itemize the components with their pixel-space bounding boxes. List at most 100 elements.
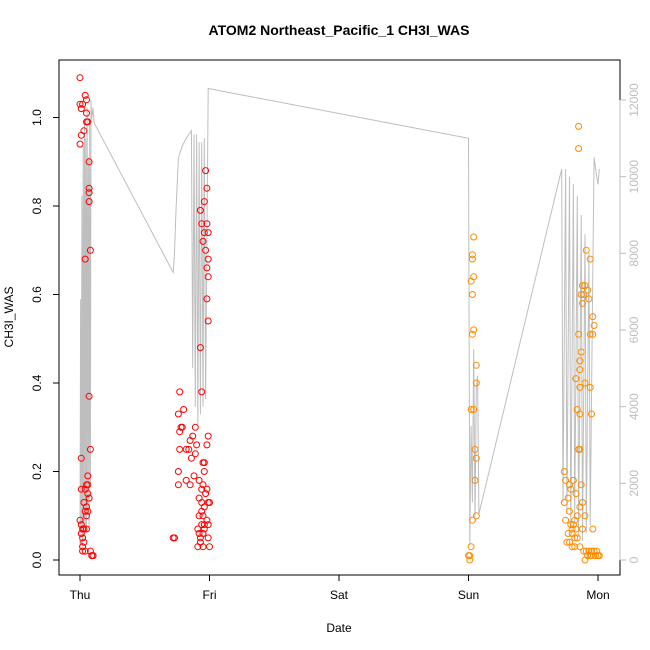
data-point [195, 476, 203, 484]
y-tick-label: 1.0 [30, 109, 44, 126]
data-point [195, 512, 203, 520]
data-point [586, 552, 594, 560]
data-point [200, 229, 208, 237]
data-point [467, 543, 475, 551]
data-point [83, 512, 90, 520]
data-point [576, 543, 584, 551]
data-point [202, 490, 210, 498]
y2-tick-label: 12000 [627, 83, 641, 117]
x-tick-label: Fri [203, 588, 217, 602]
data-point [200, 521, 208, 529]
data-point [581, 556, 589, 564]
data-point [203, 184, 211, 192]
data-point [562, 476, 570, 484]
data-point [76, 516, 84, 524]
data-point [594, 552, 602, 560]
data-point [77, 454, 85, 462]
data-point [470, 326, 478, 334]
data-point [85, 158, 93, 166]
data-point [567, 521, 575, 529]
data-point [202, 246, 210, 254]
data-point [84, 507, 92, 515]
data-point [576, 366, 584, 374]
data-point [575, 145, 583, 152]
data-point [187, 454, 195, 462]
data-point [467, 277, 475, 285]
data-point [468, 330, 476, 338]
data-point [575, 122, 583, 130]
data-point [585, 295, 593, 303]
chart-title: ATOM2 Northeast_Pacific_1 CH3I_WAS [209, 22, 470, 38]
data-point [204, 499, 212, 506]
data-point [582, 547, 590, 555]
data-point [577, 348, 585, 356]
data-point [204, 521, 212, 529]
data-point [176, 388, 184, 396]
data-point [86, 445, 94, 453]
x-tick-label: Thu [70, 588, 91, 602]
y-tick-label: 0.2 [30, 463, 44, 480]
data-point [575, 330, 583, 338]
data-point [560, 499, 568, 506]
data-point [76, 74, 84, 82]
x-axis: Thu Fri Sat Sun Mon [70, 574, 610, 602]
y2-tick-label: 6000 [627, 316, 641, 343]
data-point [200, 468, 208, 475]
data-point [465, 552, 472, 560]
y-axis-left: 0.0 0.2 0.4 0.6 0.8 1.0 [30, 109, 60, 568]
data-point [204, 317, 212, 325]
data-point [84, 490, 92, 498]
data-point [467, 406, 475, 413]
data-point [203, 441, 211, 449]
data-point [581, 512, 589, 520]
y-axis-right: 0 2000 4000 6000 8000 10000 12000 [619, 83, 641, 563]
data-point [195, 530, 203, 537]
data-point [569, 476, 577, 484]
data-point [586, 330, 594, 338]
data-point [200, 459, 208, 467]
data-point [468, 251, 476, 259]
data-point [571, 543, 579, 551]
data-point [576, 383, 584, 391]
data-point [85, 184, 93, 192]
data-point [204, 229, 212, 237]
data-point [470, 233, 478, 241]
data-point [466, 556, 474, 564]
data-point [206, 543, 213, 551]
data-point [200, 525, 208, 533]
data-point [472, 454, 480, 462]
data-point [572, 490, 580, 498]
data-point [584, 286, 592, 294]
data-point [83, 503, 90, 511]
data-point [180, 406, 188, 413]
data-point [576, 357, 584, 365]
data-point [83, 96, 90, 104]
y2-tick-label: 10000 [627, 160, 641, 194]
y2-tick-label: 2000 [627, 470, 641, 497]
data-point [81, 547, 89, 555]
data-point [198, 388, 206, 396]
data-point [470, 406, 478, 413]
data-point [588, 547, 595, 555]
data-point [468, 516, 476, 524]
data-point [472, 512, 480, 520]
data-point [571, 534, 579, 542]
data-point [582, 246, 590, 254]
data-point [564, 530, 572, 537]
data-point [204, 273, 212, 281]
data-point [576, 410, 584, 418]
data-point [573, 534, 581, 542]
data-point [79, 534, 87, 542]
data-point [76, 140, 84, 148]
data-point [85, 189, 93, 197]
data-point [77, 530, 85, 537]
data-point [590, 322, 598, 329]
x-axis-label: Date [326, 621, 352, 635]
x-tick-label: Sun [458, 588, 479, 602]
data-point [199, 237, 207, 245]
data-point [563, 538, 571, 546]
data-point [203, 264, 211, 272]
data-point [586, 383, 594, 391]
data-point [189, 432, 197, 440]
data-point [203, 220, 211, 228]
